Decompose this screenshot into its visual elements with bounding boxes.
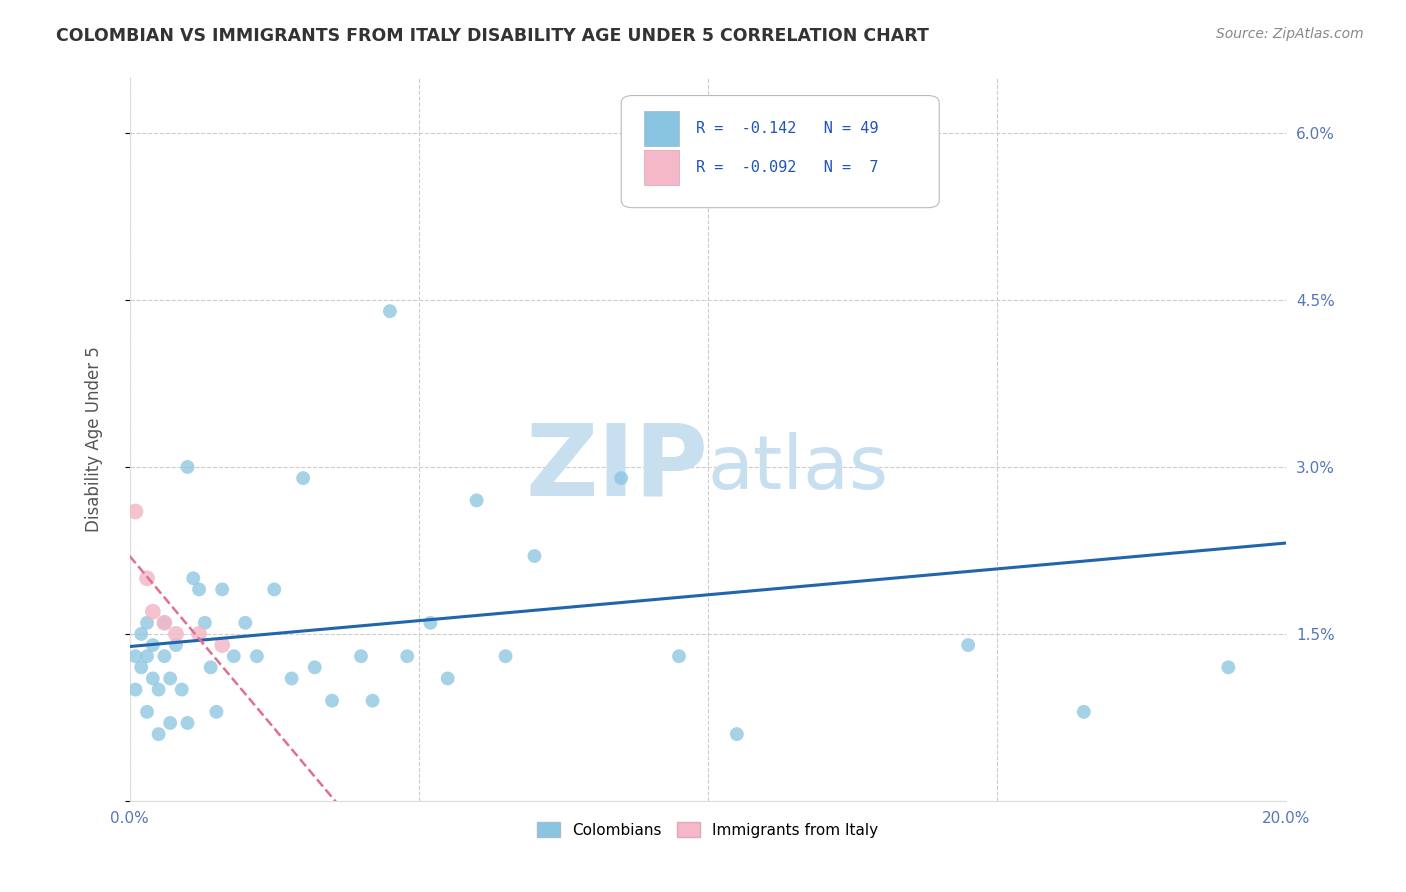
Point (159, 672, 181, 686)
Point (263, 582, 285, 597)
Point (153, 649, 176, 664)
Text: ZIP: ZIP (524, 419, 709, 516)
Text: atlas: atlas (709, 432, 889, 505)
Point (957, 638, 980, 652)
Point (176, 460, 198, 475)
Point (136, 615, 159, 630)
Point (188, 582, 211, 597)
Point (129, 660, 152, 674)
Point (200, 660, 222, 674)
Point (222, 649, 245, 664)
Point (124, 649, 146, 664)
Point (211, 582, 233, 597)
Point (165, 638, 187, 652)
Point (1073, 705, 1095, 719)
Point (725, 727, 748, 741)
Point (233, 615, 256, 630)
Point (136, 649, 159, 664)
Text: Source: ZipAtlas.com: Source: ZipAtlas.com (1216, 27, 1364, 41)
Point (159, 716, 181, 731)
Point (205, 705, 228, 719)
Point (153, 615, 176, 630)
Legend: Colombians, Immigrants from Italy: Colombians, Immigrants from Italy (531, 815, 884, 844)
Point (129, 627, 152, 641)
Point (436, 672, 458, 686)
Point (668, 649, 690, 664)
Y-axis label: Disability Age Under 5: Disability Age Under 5 (86, 346, 103, 533)
Text: R =  -0.142   N = 49: R = -0.142 N = 49 (696, 121, 879, 136)
Point (176, 716, 198, 731)
Point (292, 471, 315, 485)
Bar (644, 150, 679, 185)
Point (350, 649, 373, 664)
Point (170, 682, 193, 697)
Point (378, 304, 401, 318)
Point (142, 605, 165, 619)
Point (465, 493, 488, 508)
Point (321, 694, 343, 708)
Point (280, 672, 302, 686)
Point (153, 615, 176, 630)
Point (523, 549, 546, 563)
Point (194, 615, 217, 630)
Point (142, 638, 165, 652)
Point (148, 727, 170, 741)
Point (165, 627, 187, 641)
Point (495, 649, 517, 664)
Point (136, 705, 159, 719)
Point (188, 627, 211, 641)
Point (181, 571, 204, 585)
Point (610, 471, 633, 485)
Bar (644, 112, 679, 146)
Point (142, 672, 165, 686)
Point (841, 126, 863, 140)
Point (396, 649, 419, 664)
Point (246, 649, 269, 664)
Point (361, 694, 384, 708)
Point (124, 682, 146, 697)
Text: R =  -0.092   N =  7: R = -0.092 N = 7 (696, 160, 879, 175)
Point (211, 638, 233, 652)
Text: COLOMBIAN VS IMMIGRANTS FROM ITALY DISABILITY AGE UNDER 5 CORRELATION CHART: COLOMBIAN VS IMMIGRANTS FROM ITALY DISAB… (56, 27, 929, 45)
FancyBboxPatch shape (621, 95, 939, 208)
Point (304, 660, 326, 674)
Point (124, 504, 146, 518)
Point (419, 615, 441, 630)
Point (136, 571, 159, 585)
Point (148, 682, 170, 697)
Point (1218, 660, 1240, 674)
